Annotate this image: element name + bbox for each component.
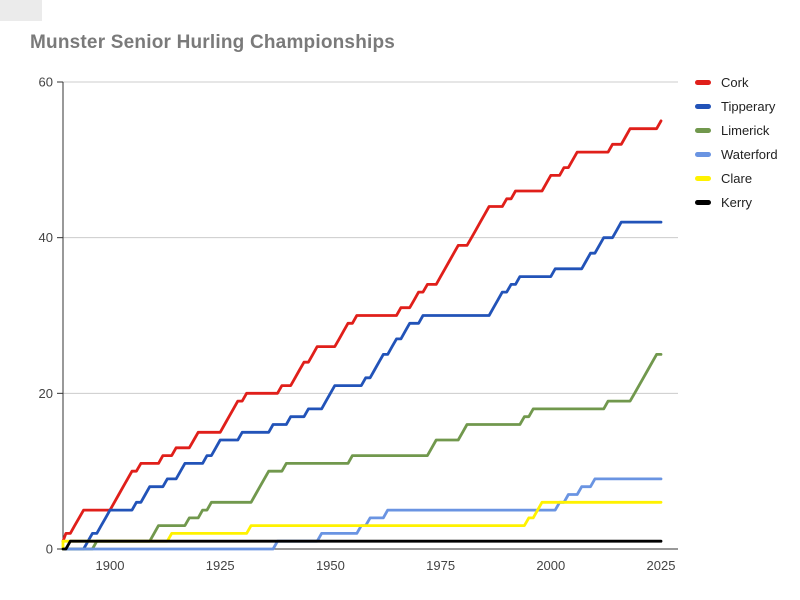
y-tick-label-20: 20	[39, 386, 53, 401]
series-line-tipperary[interactable]	[61, 220, 663, 551]
legend-swatch-cork	[695, 79, 711, 85]
legend-label-clare: Clare	[721, 170, 753, 186]
legend-swatch-waterford	[695, 151, 711, 157]
legend-label-tipperary: Tipperary	[721, 98, 776, 114]
series-line-kerry[interactable]	[61, 539, 663, 551]
legend-label-waterford: Waterford	[721, 146, 778, 162]
y-tick-label-60: 60	[39, 75, 53, 90]
legend-item-waterford[interactable]: Waterford	[695, 142, 778, 166]
x-tick-label-1925: 1925	[206, 558, 235, 573]
legend-swatch-kerry	[695, 199, 711, 205]
legend-swatch-clare	[695, 175, 711, 181]
x-tick-label-1975: 1975	[426, 558, 455, 573]
series-line-limerick[interactable]	[61, 352, 663, 551]
x-tick-label-1950: 1950	[316, 558, 345, 573]
series-line-cork[interactable]	[61, 119, 663, 543]
y-tick-label-40: 40	[39, 230, 53, 245]
x-tick-label-1900: 1900	[96, 558, 125, 573]
legend-item-tipperary[interactable]: Tipperary	[695, 94, 778, 118]
legend: Cork Tipperary Limerick Waterford Clare Kerry	[695, 70, 778, 214]
legend-item-clare[interactable]: Clare	[695, 166, 778, 190]
legend-label-cork: Cork	[721, 74, 749, 90]
x-tick-label-2025: 2025	[647, 558, 676, 573]
x-tick-label-2000: 2000	[536, 558, 565, 573]
chart-title: Munster Senior Hurling Championships	[30, 32, 396, 53]
corner-artifact	[0, 0, 42, 21]
legend-swatch-tipperary	[695, 103, 711, 109]
legend-item-kerry[interactable]: Kerry	[695, 190, 778, 214]
legend-label-kerry: Kerry	[721, 194, 753, 210]
legend-item-cork[interactable]: Cork	[695, 70, 778, 94]
legend-swatch-limerick	[695, 127, 711, 133]
legend-item-limerick[interactable]: Limerick	[695, 118, 778, 142]
legend-label-limerick: Limerick	[721, 122, 770, 138]
y-tick-label-0: 0	[46, 542, 53, 557]
